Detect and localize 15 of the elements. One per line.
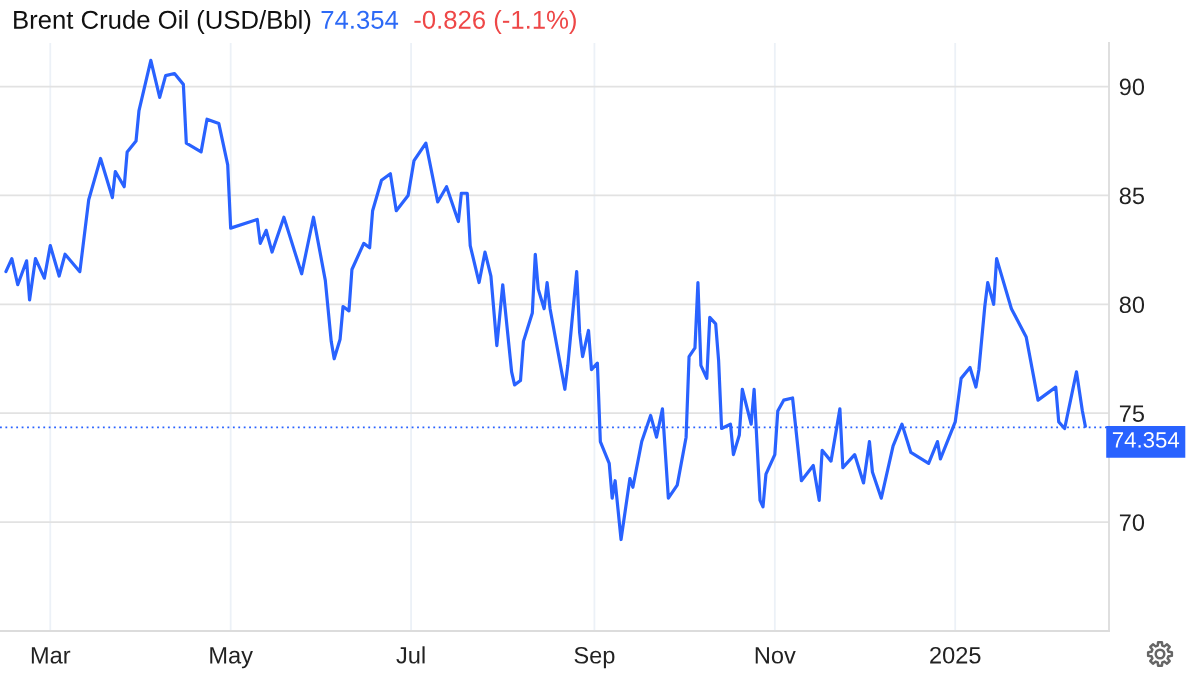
x-tick-label: Sep <box>574 646 615 669</box>
text: 74.354 <box>321 10 399 29</box>
y-tick-label: 80 <box>1119 296 1145 314</box>
x-tick-label: 2025 <box>930 646 981 664</box>
y-tick-label: 85 <box>1119 187 1144 205</box>
y-tick-label: 90 <box>1119 78 1145 96</box>
ref-line-label: 74.354 <box>1112 432 1180 448</box>
x-tick-label: Jul <box>396 646 425 664</box>
chart-title: Brent Crude Oil (USD/Bbl) <box>14 10 311 34</box>
text: -0.826 (-1.1%) <box>414 10 576 34</box>
x-tick-label: Mar <box>31 647 71 664</box>
y-tick-label: 75 <box>1119 405 1144 423</box>
x-tick-label: May <box>210 647 253 669</box>
x-tick-label: Nov <box>755 647 796 664</box>
y-tick-label: 70 <box>1119 514 1145 531</box>
